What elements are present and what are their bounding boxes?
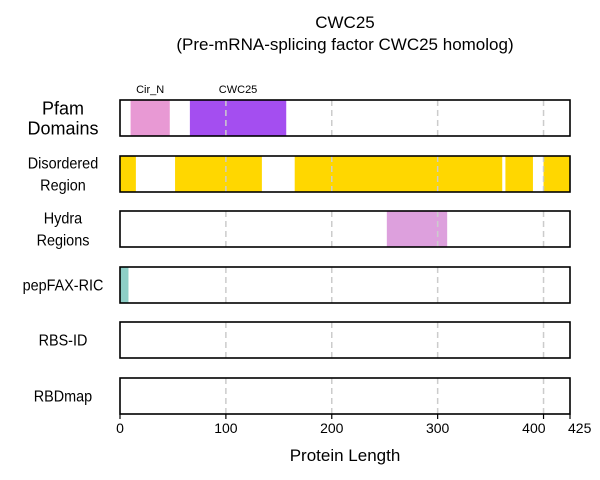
track-label: Disordered <box>28 155 98 173</box>
track-label: Regions <box>37 232 90 250</box>
track-label: Domains <box>27 118 98 138</box>
track-6: RBDmap <box>34 377 571 415</box>
track-label: Hydra <box>44 210 83 228</box>
track-border <box>119 266 571 304</box>
track-background <box>120 211 570 247</box>
track-background <box>120 267 570 303</box>
segment-3 <box>294 156 503 192</box>
x-tick-label: 100 <box>214 420 238 436</box>
chart-title: CWC25 <box>315 13 375 32</box>
x-tick-label: 300 <box>426 420 450 436</box>
track-border <box>119 210 571 248</box>
track-label: RBS-ID <box>39 332 88 350</box>
chart-subtitle: (Pre-mRNA-splicing factor CWC25 homolog) <box>176 35 513 54</box>
track-label: pepFAX-RIC <box>23 277 104 295</box>
track-3: Hydra Regions <box>37 210 571 250</box>
domain-label: Cir_N <box>136 84 164 96</box>
x-tick-label: 425 <box>568 420 592 436</box>
segment-5 <box>543 156 570 192</box>
track-label: Pfam <box>42 98 84 118</box>
segment-4 <box>505 156 533 192</box>
segment-1 <box>120 267 129 303</box>
track-4: pepFAX-RIC <box>23 266 571 304</box>
track-border <box>119 99 571 137</box>
track-border <box>119 377 571 415</box>
x-axis-label: Protein Length <box>290 446 401 465</box>
track-background <box>120 100 570 136</box>
track-2: Disordered Region <box>28 155 571 195</box>
segment-2 <box>175 156 262 192</box>
segment-2 <box>189 100 287 136</box>
track-background <box>120 378 570 414</box>
x-tick-label: 0 <box>116 420 124 436</box>
track-border <box>119 155 571 193</box>
segment-1 <box>120 156 136 192</box>
track-background <box>120 322 570 358</box>
x-tick-label: 400 <box>522 420 546 436</box>
x-tick-label: 200 <box>320 420 344 436</box>
segment-1 <box>130 100 170 136</box>
track-border <box>119 321 571 359</box>
track-label: Region <box>40 177 86 195</box>
domain-label: CWC25 <box>219 84 258 96</box>
x-axis: 0 100 200 300 400 425 <box>116 414 592 436</box>
track-5: RBS-ID <box>39 321 571 359</box>
track-label: RBDmap <box>34 388 92 406</box>
